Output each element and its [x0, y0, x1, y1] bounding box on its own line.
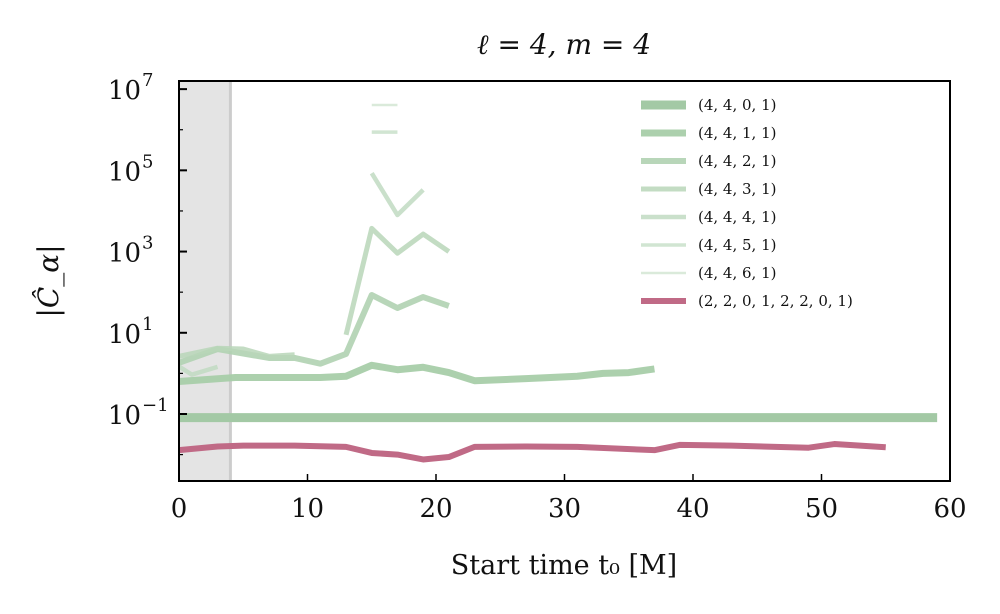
legend-label-6: (4, 4, 6, 1) — [698, 264, 777, 282]
x-axis-label: Start time t₀ [M] — [451, 550, 677, 581]
legend-label-5: (4, 4, 5, 1) — [698, 236, 777, 254]
series-line-4-0 — [177, 364, 219, 377]
series-line-2-0 — [177, 292, 450, 367]
y-tick-label: 10 — [108, 239, 141, 269]
legend-label-3: (4, 4, 3, 1) — [698, 180, 777, 198]
legend-label-7: (2, 2, 0, 1, 2, 2, 0, 1) — [698, 292, 853, 310]
x-tick-label: 50 — [805, 494, 838, 524]
legend-label-0: (4, 4, 0, 1) — [698, 96, 777, 114]
y-tick-exponent: −1 — [142, 395, 169, 416]
plot-area — [177, 80, 951, 482]
y-tick-exponent: 3 — [142, 233, 153, 254]
y-tick-exponent: 7 — [142, 70, 153, 91]
x-tick-label: 60 — [933, 494, 966, 524]
legend: (4, 4, 0, 1) (4, 4, 1, 1) (4, 4, 2, 1) (4, … — [641, 96, 853, 310]
legend-label-2: (4, 4, 2, 1) — [698, 152, 777, 170]
series-line-3-0 — [178, 345, 295, 359]
x-tick-label: 30 — [548, 494, 581, 524]
series-line-4-1 — [369, 172, 425, 218]
x-tick-label: 10 — [291, 494, 324, 524]
x-tick-label: 40 — [676, 494, 709, 524]
x-tick-label: 0 — [171, 494, 188, 524]
legend-label-1: (4, 4, 1, 1) — [698, 124, 777, 142]
x-tick-label: 20 — [419, 494, 452, 524]
y-tick-exponent: 5 — [142, 151, 153, 172]
y-tick-exponent: 1 — [142, 314, 153, 335]
y-tick-label: 10 — [108, 157, 141, 187]
legend-label-4: (4, 4, 4, 1) — [698, 208, 777, 226]
series-line-7-0 — [178, 441, 886, 463]
y-tick-label: 10 — [108, 401, 141, 431]
series-line-1-0 — [178, 361, 655, 385]
y-tick-label: 10 — [108, 320, 141, 350]
y-axis-label: |Ĉ_α| — [31, 244, 65, 317]
y-tick-label: 10 — [108, 76, 141, 106]
chart-title: ℓ = 4, m = 4 — [477, 28, 651, 61]
series-line-3-1 — [343, 225, 451, 336]
